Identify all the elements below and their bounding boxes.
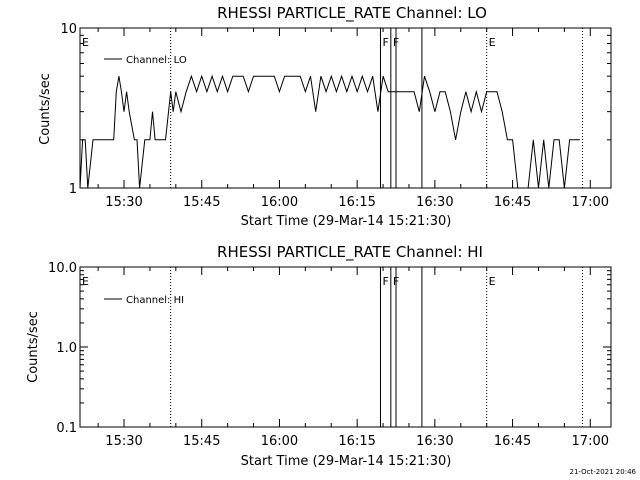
series-group: [79, 74, 580, 189]
event-marker-label: E: [489, 275, 496, 288]
x-tick-label: 15:45: [183, 434, 220, 449]
x-tick-label: 15:30: [105, 434, 142, 449]
plot-frame: [79, 27, 612, 189]
y-ticks: 0.1 1.0 10.0: [48, 261, 611, 436]
x-tick-label: 16:15: [338, 195, 375, 210]
event-marker-label: E: [82, 275, 89, 288]
x-tick-label: 16:00: [261, 434, 298, 449]
event-markers: EFFE: [79, 28, 584, 188]
y-ticks: 1 10: [60, 22, 611, 197]
x-tick-label: 16:45: [494, 195, 531, 210]
x-axis-label: Start Time (29-Mar-14 15:21:30): [241, 454, 452, 469]
legend: Channel: HI: [104, 295, 184, 306]
y-axis-label: Counts/sec: [38, 73, 53, 145]
legend-label: Channel: LO: [126, 55, 187, 66]
x-tick-label: 16:00: [261, 195, 298, 210]
y-tick-label: 1: [69, 182, 77, 197]
x-tick-label: 16:30: [416, 434, 453, 449]
y-tick-label: 0.1: [56, 421, 77, 436]
footer-timestamp: 21-Oct-2021 20:46: [570, 468, 637, 476]
x-ticks: 15:30 15:45 16:00 16:15 16:30 16:45 17:00: [97, 267, 609, 449]
y-tick-label: 1.0: [56, 341, 77, 356]
x-tick-label: 15:45: [183, 195, 220, 210]
event-marker-label: E: [82, 36, 89, 49]
event-marker-label: E: [489, 36, 496, 49]
x-ticks: 15:30 15:45 16:00 16:15 16:30 16:45 17:00: [97, 28, 609, 210]
x-axis-label: Start Time (29-Mar-14 15:21:30): [241, 214, 452, 229]
plot-frame: [79, 266, 612, 428]
event-marker-label: F: [382, 36, 388, 49]
panel-hi: RHESSI PARTICLE_RATE Channel: HI Counts/…: [26, 243, 612, 469]
x-tick-label: 16:30: [416, 195, 453, 210]
event-markers: EFFE: [79, 267, 584, 427]
series-line: [79, 74, 580, 189]
x-tick-label: 15:30: [105, 195, 142, 210]
x-tick-label: 17:00: [572, 195, 609, 210]
chart-title: RHESSI PARTICLE_RATE Channel: LO: [217, 4, 487, 23]
x-tick-label: 17:00: [572, 434, 609, 449]
legend-label: Channel: HI: [126, 295, 184, 306]
y-tick-label: 10: [60, 22, 77, 37]
y-tick-label: 10.0: [48, 261, 77, 276]
x-tick-label: 16:45: [494, 434, 531, 449]
chart-title: RHESSI PARTICLE_RATE Channel: HI: [217, 243, 483, 262]
event-marker-label: F: [382, 275, 388, 288]
x-tick-label: 16:15: [338, 434, 375, 449]
y-axis-label: Counts/sec: [26, 311, 41, 383]
panel-lo: RHESSI PARTICLE_RATE Channel: LO Counts/…: [38, 4, 612, 229]
legend: Channel: LO: [104, 55, 187, 66]
